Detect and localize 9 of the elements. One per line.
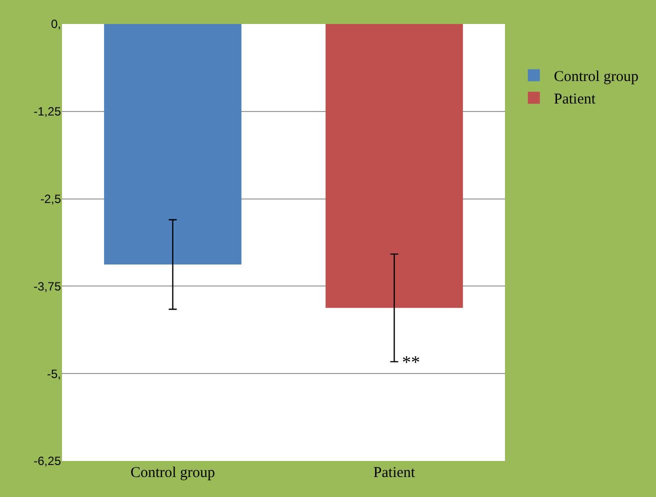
legend-label: Control group xyxy=(554,69,638,86)
y-tick-label: -3,75 xyxy=(34,279,62,294)
y-tick-label: -6,25 xyxy=(34,454,62,468)
y-tick-label: -5, xyxy=(46,366,61,381)
annotation: ** xyxy=(402,352,420,372)
legend-label: Patient xyxy=(554,92,596,108)
y-tick-label: -2,5 xyxy=(40,192,62,206)
y-tick-label: 0, xyxy=(50,17,61,32)
y-tick-label: -1,25 xyxy=(34,104,62,119)
